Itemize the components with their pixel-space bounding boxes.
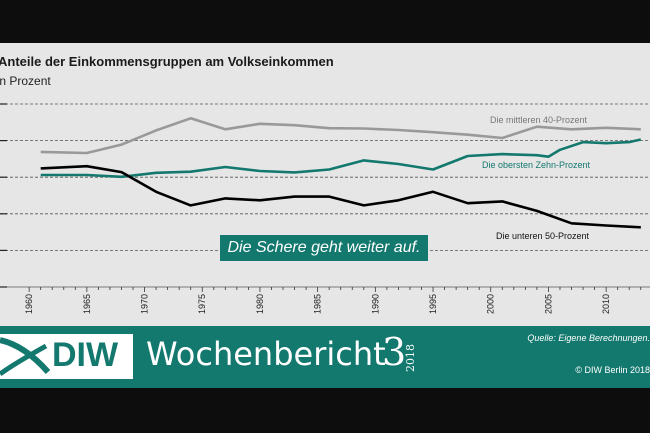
source-note: Quelle: Eigene Berechnungen.	[527, 333, 650, 343]
issue-number: 3	[382, 330, 407, 374]
x-tick-label-1980: 1980	[255, 294, 265, 314]
series-line-1	[40, 138, 642, 179]
series-line-0	[40, 117, 641, 155]
chart-title: Anteile der Einkommensgruppen am Volksei…	[0, 54, 334, 69]
bottom-letterbox	[0, 388, 650, 433]
x-tick-label-1990: 1990	[370, 294, 380, 314]
callout-text: Die Schere geht weiter auf.	[227, 239, 421, 256]
x-tick-label-1965: 1965	[82, 294, 92, 314]
diw-swoosh-icon	[0, 337, 50, 377]
x-tick-label-2005: 2005	[543, 294, 553, 314]
x-tick-label-1995: 1995	[428, 294, 438, 314]
series-label-0: Die mittleren 40-Prozent	[490, 115, 588, 125]
line-chart: 1960 1965 1970 1975 1980 1985 1990 1995 2000 2005…	[0, 103, 650, 314]
chart-figure: Anteile der Einkommensgruppen am Volksei…	[0, 43, 650, 388]
copyright-note: © DIW Berlin 2018	[575, 365, 650, 375]
callout-box: Die Schere geht weiter auf.	[220, 235, 428, 261]
publication-footer: DIW Wochenbericht 3 2018 Quelle: Eigene …	[0, 326, 650, 388]
x-tick-label-2010: 2010	[601, 294, 611, 314]
series-line-2	[40, 164, 641, 229]
issue-year: 2018	[404, 344, 417, 372]
x-tick-label-1970: 1970	[140, 294, 150, 314]
x-tick-label-1975: 1975	[197, 294, 207, 314]
publication-name: Wochenbericht	[146, 335, 386, 373]
diw-logo-text: DIW	[52, 336, 119, 374]
chart-unit-label: In Prozent	[0, 74, 51, 88]
diw-logo: DIW	[0, 334, 133, 379]
top-letterbox	[0, 0, 650, 43]
series-label-2: Die unteren 50-Prozent	[496, 231, 590, 241]
x-tick-label-2000: 2000	[486, 294, 496, 314]
series-label-1: Die obersten Zehn-Prozent	[482, 160, 591, 170]
x-tick-label-1985: 1985	[313, 294, 323, 314]
x-tick-label-1960: 1960	[24, 294, 34, 314]
